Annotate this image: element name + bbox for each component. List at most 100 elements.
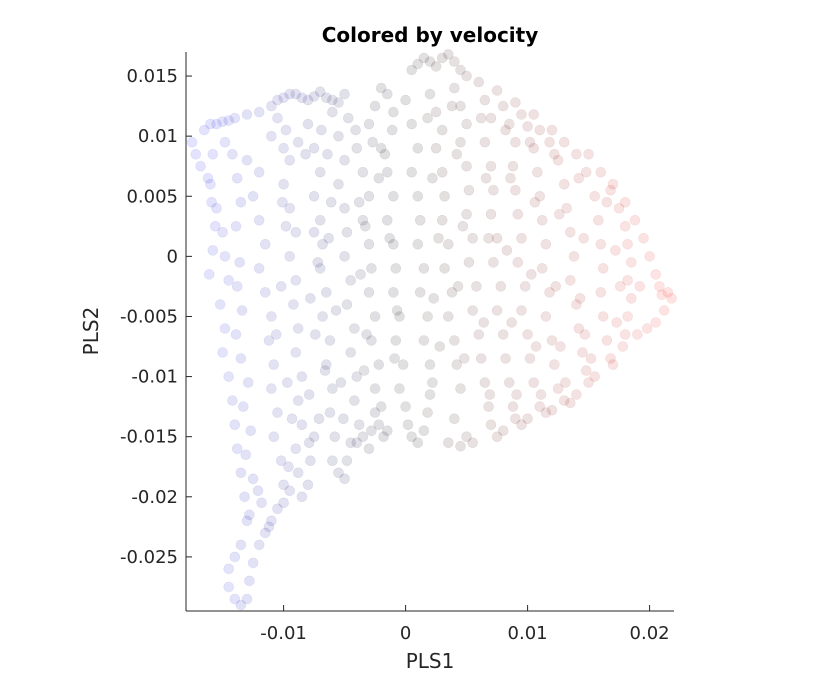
scatter-point [241, 593, 253, 605]
scatter-point [363, 443, 375, 455]
scatter-point [480, 172, 492, 184]
scatter-point [418, 52, 430, 64]
chart-title: Colored by velocity [322, 23, 539, 47]
scatter-point [277, 197, 288, 208]
scatter-point [461, 209, 472, 220]
scatter-point [314, 263, 326, 274]
scatter-point [259, 287, 271, 298]
scatter-point [223, 115, 234, 126]
scatter-point [381, 88, 393, 100]
scatter-point [414, 215, 426, 226]
scatter-point [278, 92, 289, 103]
scatter-point [475, 112, 487, 124]
scatter-point [436, 215, 448, 226]
scatter-point [351, 142, 363, 154]
scatter-point [290, 275, 302, 286]
scatter-point [650, 269, 662, 280]
scatter-point [662, 287, 674, 298]
scatter-point [483, 401, 494, 412]
scatter-point [231, 281, 243, 292]
y-tick-label: 0.005 [126, 186, 178, 207]
scatter-point [235, 599, 247, 611]
scatter-point [500, 353, 511, 364]
scatter-point [510, 413, 521, 425]
scatter-point [357, 215, 369, 226]
scatter-point [247, 473, 259, 485]
scatter-point [529, 197, 541, 208]
scatter-point [522, 413, 533, 425]
scatter-point [229, 593, 241, 605]
scatter-point [369, 407, 381, 418]
scatter-point [308, 227, 320, 238]
scatter-point [378, 431, 389, 443]
scatter-point [510, 97, 521, 108]
scatter-point [236, 305, 248, 316]
scatter-point [384, 233, 396, 244]
scatter-point [349, 323, 360, 334]
scatter-point [622, 275, 633, 286]
scatter-point [412, 437, 424, 449]
scatter-point [386, 124, 398, 136]
scatter-point [589, 191, 601, 202]
scatter-point [223, 581, 234, 593]
scatter-point [430, 61, 442, 72]
scatter-point [451, 359, 463, 370]
scatter-point [534, 191, 546, 202]
scatter-point [235, 353, 247, 364]
scatter-point [190, 148, 202, 160]
scatter-point [303, 437, 315, 449]
scatter-point [338, 413, 349, 425]
scatter-point [375, 142, 387, 154]
scatter-point [278, 497, 289, 509]
scatter-point [436, 124, 448, 136]
scatter-point [314, 86, 326, 97]
scatter-point [595, 239, 607, 250]
scatter-point [611, 317, 623, 328]
scatter-point [202, 172, 214, 184]
scatter-point [278, 479, 289, 491]
scatter-point [560, 377, 571, 388]
scatter-point [406, 64, 418, 76]
scatter-point [206, 197, 217, 208]
scatter-point [199, 124, 210, 136]
scatter-point [455, 64, 466, 76]
scatter-point [342, 112, 354, 124]
scatter-point [244, 575, 255, 587]
scatter-point [230, 329, 242, 340]
scatter-point [389, 353, 400, 364]
scatter-point [235, 467, 247, 479]
scatter-point [317, 311, 328, 322]
y-tick-label: 0.01 [138, 126, 178, 147]
scatter-point [507, 160, 519, 172]
scatter-point [573, 172, 585, 184]
scatter-point [634, 281, 646, 292]
scatter-point [412, 58, 424, 70]
scatter-point [339, 88, 350, 100]
scatter-point [240, 449, 252, 461]
scatter-point [577, 347, 588, 358]
scatter-point [607, 178, 619, 190]
scatter-point [322, 148, 333, 160]
scatter-point [284, 203, 296, 214]
scatter-point [266, 100, 277, 112]
scatter-point [571, 299, 582, 310]
scatter-point [244, 509, 255, 521]
scatter-point [497, 329, 509, 340]
x-axis-ticks: -0.01 0 0.01 0.02 [260, 605, 670, 644]
scatter-point [217, 227, 228, 238]
scatter-point [553, 209, 565, 220]
scatter-point [390, 263, 402, 274]
scatter-point [564, 275, 576, 286]
scatter-point [619, 197, 631, 208]
scatter-point [455, 383, 466, 394]
scatter-point [439, 263, 450, 274]
scatter-point [253, 166, 265, 178]
scatter-point [361, 329, 372, 340]
scatter-point [525, 269, 537, 280]
scatter-point [330, 305, 342, 316]
scatter-point [552, 383, 564, 394]
scatter-point [302, 118, 314, 130]
scatter-point [629, 215, 641, 226]
scatter-point [373, 419, 385, 431]
scatter-point [479, 94, 491, 106]
